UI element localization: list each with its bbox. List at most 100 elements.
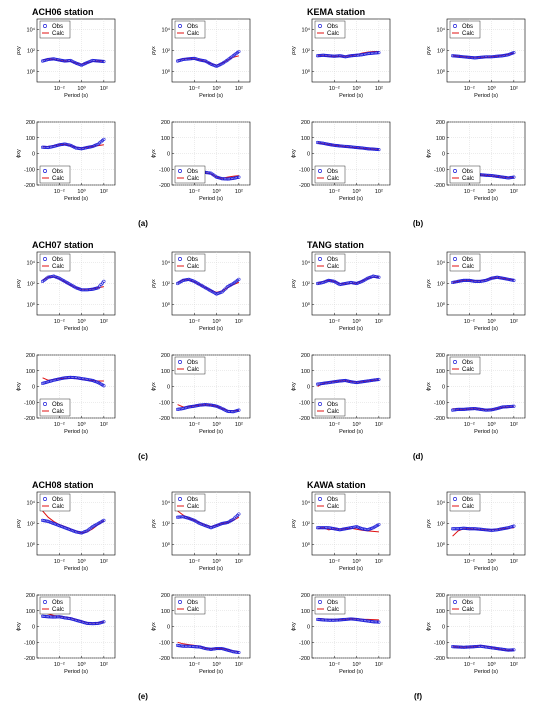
y-tick-label: -100 bbox=[24, 640, 35, 646]
obs-point bbox=[82, 146, 86, 150]
x-tick-label: 10⁻² bbox=[54, 189, 65, 195]
obs-point bbox=[177, 59, 181, 63]
obs-point bbox=[492, 407, 496, 411]
panel-label: (c) bbox=[138, 452, 148, 461]
obs-point bbox=[201, 646, 205, 650]
obs-point bbox=[99, 620, 103, 625]
y-axis-label: ρxy bbox=[16, 519, 22, 528]
legend-obs-marker bbox=[318, 497, 322, 501]
obs-point bbox=[489, 408, 494, 412]
obs-point bbox=[235, 175, 240, 180]
x-tick-label: 10² bbox=[100, 319, 108, 325]
x-tick-label: 10⁰ bbox=[487, 661, 496, 668]
y-tick-label: 10⁰ bbox=[302, 542, 311, 549]
y-axis-label: ρxy bbox=[291, 46, 297, 55]
x-axis-label: Period (s) bbox=[474, 93, 498, 99]
y-tick-label: -200 bbox=[24, 183, 35, 189]
legend-obs-marker bbox=[43, 257, 47, 261]
y-tick-label: 200 bbox=[26, 120, 35, 126]
panel-e: ACH08 station (e) 10⁴ 10² 10⁰ 10⁻² 10⁰ 10² Perio… bbox=[16, 480, 251, 701]
y-axis-label: ρyx bbox=[151, 46, 157, 55]
legend-calc-label: Calc bbox=[462, 504, 474, 510]
y-tick-label: 100 bbox=[161, 136, 170, 142]
legend-obs-label: Obs bbox=[187, 600, 198, 606]
y-tick-label: -200 bbox=[299, 656, 310, 662]
station-title: KAWA station bbox=[307, 480, 366, 490]
y-axis-label: ϕyx bbox=[151, 622, 157, 631]
obs-point bbox=[70, 617, 74, 621]
y-tick-label: 10² bbox=[27, 282, 35, 288]
y-tick-label: 200 bbox=[26, 353, 35, 359]
y-tick-label: 0 bbox=[167, 625, 170, 631]
obs-point bbox=[483, 279, 487, 283]
x-tick-label: 10⁰ bbox=[352, 421, 361, 428]
obs-point bbox=[491, 407, 495, 412]
obs-point bbox=[512, 524, 516, 528]
obs-point bbox=[512, 648, 516, 652]
y-tick-label: 10² bbox=[27, 522, 35, 528]
obs-point bbox=[93, 286, 98, 291]
y-tick-label: -100 bbox=[24, 167, 35, 173]
legend-calc-label: Calc bbox=[187, 176, 199, 182]
legend-obs-label: Obs bbox=[52, 402, 63, 408]
y-axis-label: ϕxy bbox=[291, 149, 297, 158]
y-tick-label: 10⁰ bbox=[162, 542, 171, 549]
legend-obs-label: Obs bbox=[462, 600, 473, 606]
x-tick-label: 10⁻² bbox=[189, 559, 200, 565]
obs-point bbox=[95, 286, 99, 290]
x-tick-label: 10⁻² bbox=[464, 86, 475, 92]
panel-c: ACH07 station (c) 10⁴ 10² 10⁰ 10⁻² 10⁰ 10² Perio… bbox=[16, 240, 251, 461]
legend-box bbox=[449, 20, 481, 39]
obs-point bbox=[45, 519, 49, 523]
x-tick-label: 10⁰ bbox=[212, 558, 221, 565]
obs-point bbox=[223, 647, 227, 651]
y-tick-label: 10⁰ bbox=[27, 302, 36, 309]
obs-point bbox=[227, 648, 231, 653]
obs-point bbox=[237, 277, 241, 281]
obs-point bbox=[234, 176, 238, 180]
legend-calc-label: Calc bbox=[52, 264, 64, 270]
x-tick-label: 10⁻² bbox=[329, 319, 340, 325]
y-tick-label: 10⁰ bbox=[162, 69, 171, 76]
obs-point bbox=[68, 617, 73, 621]
station-title: ACH07 station bbox=[32, 240, 94, 250]
station-title: TANG station bbox=[307, 240, 364, 250]
obs-point bbox=[510, 524, 515, 529]
x-tick-label: 10⁰ bbox=[352, 85, 361, 92]
legend-calc-label: Calc bbox=[52, 31, 64, 37]
obs-point bbox=[194, 57, 198, 61]
legend-obs-label: Obs bbox=[462, 257, 473, 263]
y-tick-label: -200 bbox=[159, 416, 170, 422]
legend-obs-marker bbox=[178, 497, 182, 501]
legend-obs-label: Obs bbox=[52, 497, 63, 503]
panel-a: ACH06 station (a) 10⁴ 10² 10⁰ 10⁻² 10⁰ 10² Perio… bbox=[16, 7, 251, 228]
legend-obs-marker bbox=[178, 360, 182, 364]
x-tick-label: 10⁻² bbox=[54, 559, 65, 565]
obs-point bbox=[91, 287, 95, 291]
x-tick-label: 10⁻² bbox=[54, 422, 65, 428]
legend-calc-label: Calc bbox=[52, 409, 64, 415]
legend-box bbox=[174, 596, 206, 615]
y-tick-label: 100 bbox=[436, 136, 445, 142]
x-tick-label: 10⁰ bbox=[212, 85, 221, 92]
legend-box bbox=[314, 596, 346, 615]
y-tick-label: -100 bbox=[24, 400, 35, 406]
y-tick-label: 0 bbox=[307, 152, 310, 158]
obs-point bbox=[74, 618, 78, 622]
obs-point bbox=[512, 278, 516, 282]
obs-point bbox=[100, 59, 105, 63]
y-axis-label: ϕxy bbox=[16, 149, 22, 158]
x-tick-label: 10² bbox=[375, 86, 383, 92]
obs-point bbox=[508, 525, 512, 529]
obs-point bbox=[102, 384, 106, 388]
x-axis-label: Period (s) bbox=[474, 326, 498, 332]
obs-point bbox=[233, 176, 237, 180]
obs-point bbox=[91, 378, 95, 383]
obs-point bbox=[46, 380, 50, 384]
y-tick-label: 10² bbox=[162, 282, 170, 288]
